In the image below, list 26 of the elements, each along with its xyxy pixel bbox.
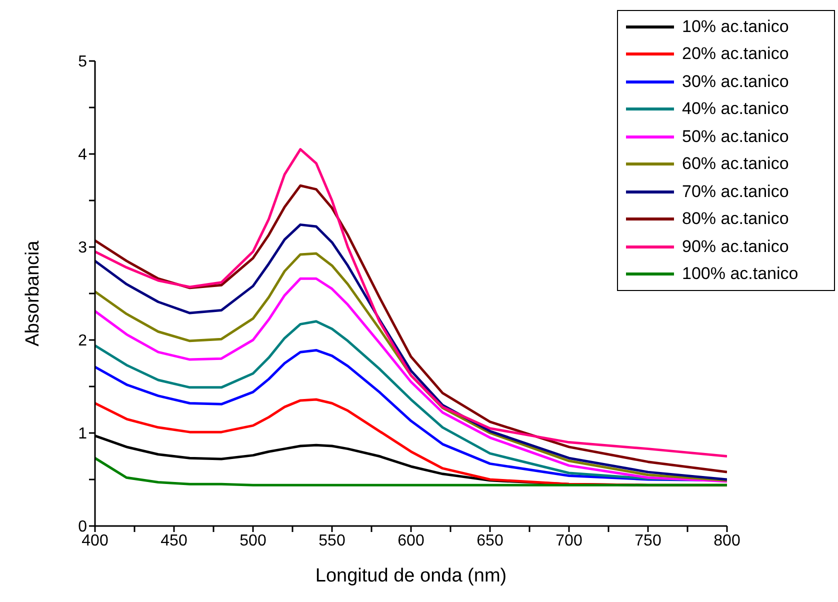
x-axis-title: Longitud de onda (nm) bbox=[315, 565, 507, 586]
legend-label: 50% ac.tanico bbox=[682, 126, 789, 147]
legend-label: 80% ac.tanico bbox=[682, 209, 789, 230]
x-tick-label: 750 bbox=[634, 532, 662, 550]
x-tick-label: 650 bbox=[476, 532, 504, 550]
y-tick-label: 2 bbox=[78, 332, 88, 350]
legend-label: 90% ac.tanico bbox=[682, 236, 789, 257]
legend-label: 10% ac.tanico bbox=[682, 16, 789, 37]
y-axis-title: Absorbancia bbox=[22, 240, 44, 346]
x-tick-label: 800 bbox=[714, 532, 740, 550]
line-series bbox=[95, 456, 727, 486]
x-tick-label: 500 bbox=[240, 532, 266, 550]
legend-label: 30% ac.tanico bbox=[682, 72, 789, 92]
y-tick-label: 4 bbox=[78, 146, 88, 164]
x-tick-label: 550 bbox=[318, 532, 346, 550]
legend-label: 100% ac.tanico bbox=[682, 264, 798, 284]
legend-label: 60% ac.tanico bbox=[682, 154, 789, 174]
x-tick-label: 700 bbox=[556, 532, 582, 550]
y-tick-label: 3 bbox=[78, 240, 88, 257]
x-tick-label: 450 bbox=[160, 532, 188, 550]
legend-label: 20% ac.tanico bbox=[682, 44, 789, 64]
legend-label: 70% ac.tanico bbox=[682, 182, 789, 202]
x-tick-label: 600 bbox=[398, 532, 424, 550]
y-tick-label: 1 bbox=[78, 426, 88, 443]
legend-label: 40% ac.tanico bbox=[682, 99, 789, 120]
y-tick-label: 5 bbox=[78, 54, 88, 71]
